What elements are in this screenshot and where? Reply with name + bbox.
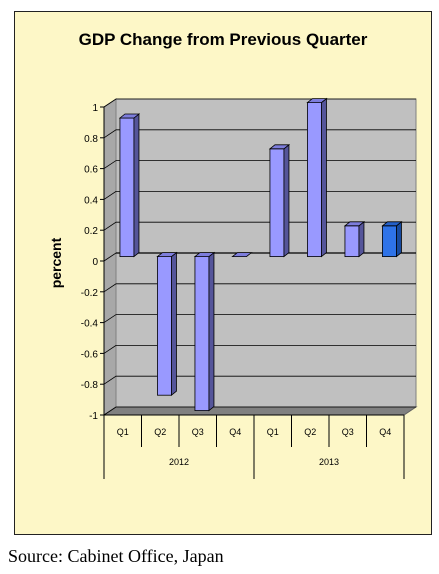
x-tick-label: Q1 — [267, 427, 279, 437]
bar-top — [381, 221, 403, 227]
bar — [156, 251, 178, 397]
x-tick-label: Q4 — [379, 427, 391, 437]
bar-top — [343, 221, 366, 227]
y-tick-label: 0.8 — [84, 134, 98, 145]
bar-side — [321, 97, 327, 258]
y-tick-label: -0.6 — [81, 349, 99, 360]
bar-front — [194, 256, 210, 412]
bar — [193, 251, 216, 412]
y-tick-label: 0.6 — [84, 165, 98, 176]
bar — [118, 113, 141, 258]
gridline — [103, 406, 416, 416]
chart-area: GDP Change from Previous Quarter 1 0.8 0.6… — [14, 11, 432, 535]
y-axis-label: percent — [48, 237, 64, 288]
y-tick-label: 0 — [92, 257, 98, 268]
bar — [381, 220, 403, 258]
bar — [306, 97, 328, 258]
source-note: Source: Cabinet Office, Japan — [8, 546, 224, 566]
gridline — [103, 344, 416, 354]
bar-side — [358, 220, 365, 258]
gridline — [103, 375, 416, 385]
bar-side — [208, 251, 215, 412]
y-tick-label: 0.4 — [84, 195, 98, 206]
y-tick-label: 0.2 — [84, 226, 98, 237]
x-tick-label: Q3 — [192, 427, 204, 437]
bar-top — [306, 98, 328, 103]
bar-side — [283, 143, 290, 258]
chart-title: GDP Change from Previous Quarter — [78, 30, 368, 49]
y-tick-label: -0.8 — [81, 380, 99, 391]
bar-front — [382, 225, 397, 258]
group-label: 2013 — [319, 457, 339, 467]
bar-chart: 1 0.8 0.6 0.4 0.2 0 -0.2 -0.4 -0.6 -0.8 -1 percent Q… — [48, 97, 418, 479]
bar-front — [344, 225, 360, 258]
bar-top — [268, 144, 291, 150]
bar-side — [133, 113, 140, 258]
bar-front — [269, 148, 285, 258]
bar-flat — [231, 252, 253, 258]
bar-top — [156, 252, 178, 258]
y-tick-label: -0.4 — [81, 319, 99, 330]
y-tick-label: 1 — [92, 103, 98, 114]
x-tick-label: Q1 — [117, 427, 129, 437]
bar — [231, 252, 253, 258]
bar — [268, 143, 291, 258]
x-tick-label: Q4 — [229, 427, 241, 437]
plot-floor — [102, 406, 418, 416]
gridline — [103, 314, 416, 323]
bar-top — [118, 113, 141, 119]
gridline — [103, 283, 416, 293]
group-label: 2012 — [169, 457, 189, 467]
bar-side — [171, 251, 177, 397]
y-tick-label: -0.2 — [81, 288, 99, 299]
bar-front — [157, 256, 172, 396]
bar — [343, 220, 366, 258]
x-tick-label: Q3 — [342, 427, 354, 437]
bar-front — [119, 117, 135, 258]
bar-side — [396, 220, 402, 258]
bar-front — [307, 102, 322, 257]
bar-top — [193, 252, 216, 258]
x-tick-label: Q2 — [304, 427, 316, 437]
x-tick-label: Q2 — [154, 427, 166, 437]
y-tick-label: -1 — [89, 411, 98, 422]
